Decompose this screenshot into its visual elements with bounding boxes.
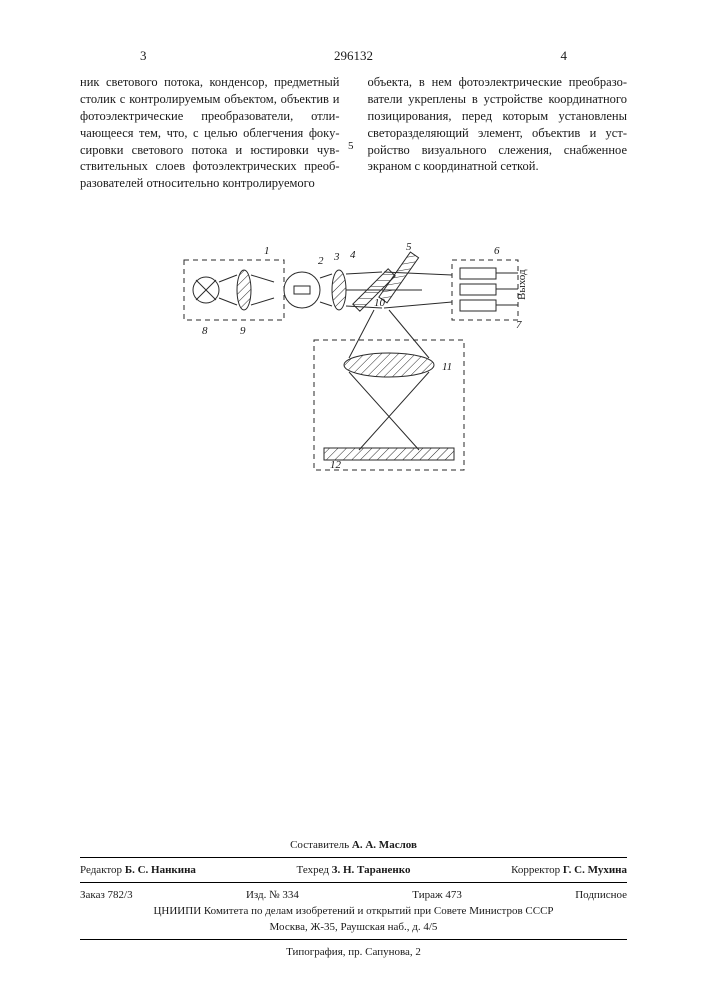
column-left: ник светового потока, конденсор, предмет… [80,74,340,192]
svg-text:2: 2 [318,255,324,267]
tech-name: З. Н. Тараненко [332,864,411,876]
svg-text:12: 12 [330,459,342,471]
svg-text:1: 1 [264,245,270,257]
svg-text:4: 4 [350,249,356,261]
line-marker-5: 5 [348,140,354,152]
izd-no: Изд. № 334 [246,889,299,901]
column-right-text: объекта, в нем фотоэлектрические преобра… [368,74,628,175]
svg-text:5: 5 [406,241,412,253]
body-columns: ник светового потока, конденсор, предмет… [80,74,627,192]
editor-label: Редактор [80,864,122,876]
svg-text:3: 3 [333,251,340,263]
column-right: объекта, в нем фотоэлектрические преобра… [368,74,628,192]
svg-text:11: 11 [442,361,452,373]
document-number: 296132 [334,48,373,64]
tech-label: Техред [297,864,329,876]
optical-diagram: 1 2 3 4 5 6 7 8 9 10 11 12 Выход [174,230,534,495]
editor-name: Б. С. Нанкина [125,864,196,876]
tirazh: Тираж 473 [412,889,462,901]
svg-text:10: 10 [374,297,386,309]
podpisnoe: Подписное [575,889,627,901]
address-line: Москва, Ж-35, Раушская наб., д. 4/5 [80,919,627,935]
corrector-name: Г. С. Мухина [563,864,627,876]
corrector-label: Корректор [511,864,560,876]
org-line: ЦНИИПИ Комитета по делам изобретений и о… [80,903,627,919]
footer-block: Составитель А. А. Маслов Редактор Б. С. … [80,837,627,960]
column-left-text: ник светового потока, конденсор, предмет… [80,74,340,192]
svg-text:8: 8 [202,325,208,337]
page-number-left: 3 [140,48,147,64]
svg-text:9: 9 [240,325,246,337]
composer-name: А. А. Маслов [352,839,417,851]
svg-text:Выход: Выход [516,269,528,300]
typography-line: Типография, пр. Сапунова, 2 [80,944,627,960]
order-no: Заказ 782/3 [80,889,133,901]
svg-text:6: 6 [494,245,500,257]
page-number-right: 4 [561,48,568,64]
composer-label: Составитель [290,839,349,851]
svg-text:7: 7 [516,319,522,331]
